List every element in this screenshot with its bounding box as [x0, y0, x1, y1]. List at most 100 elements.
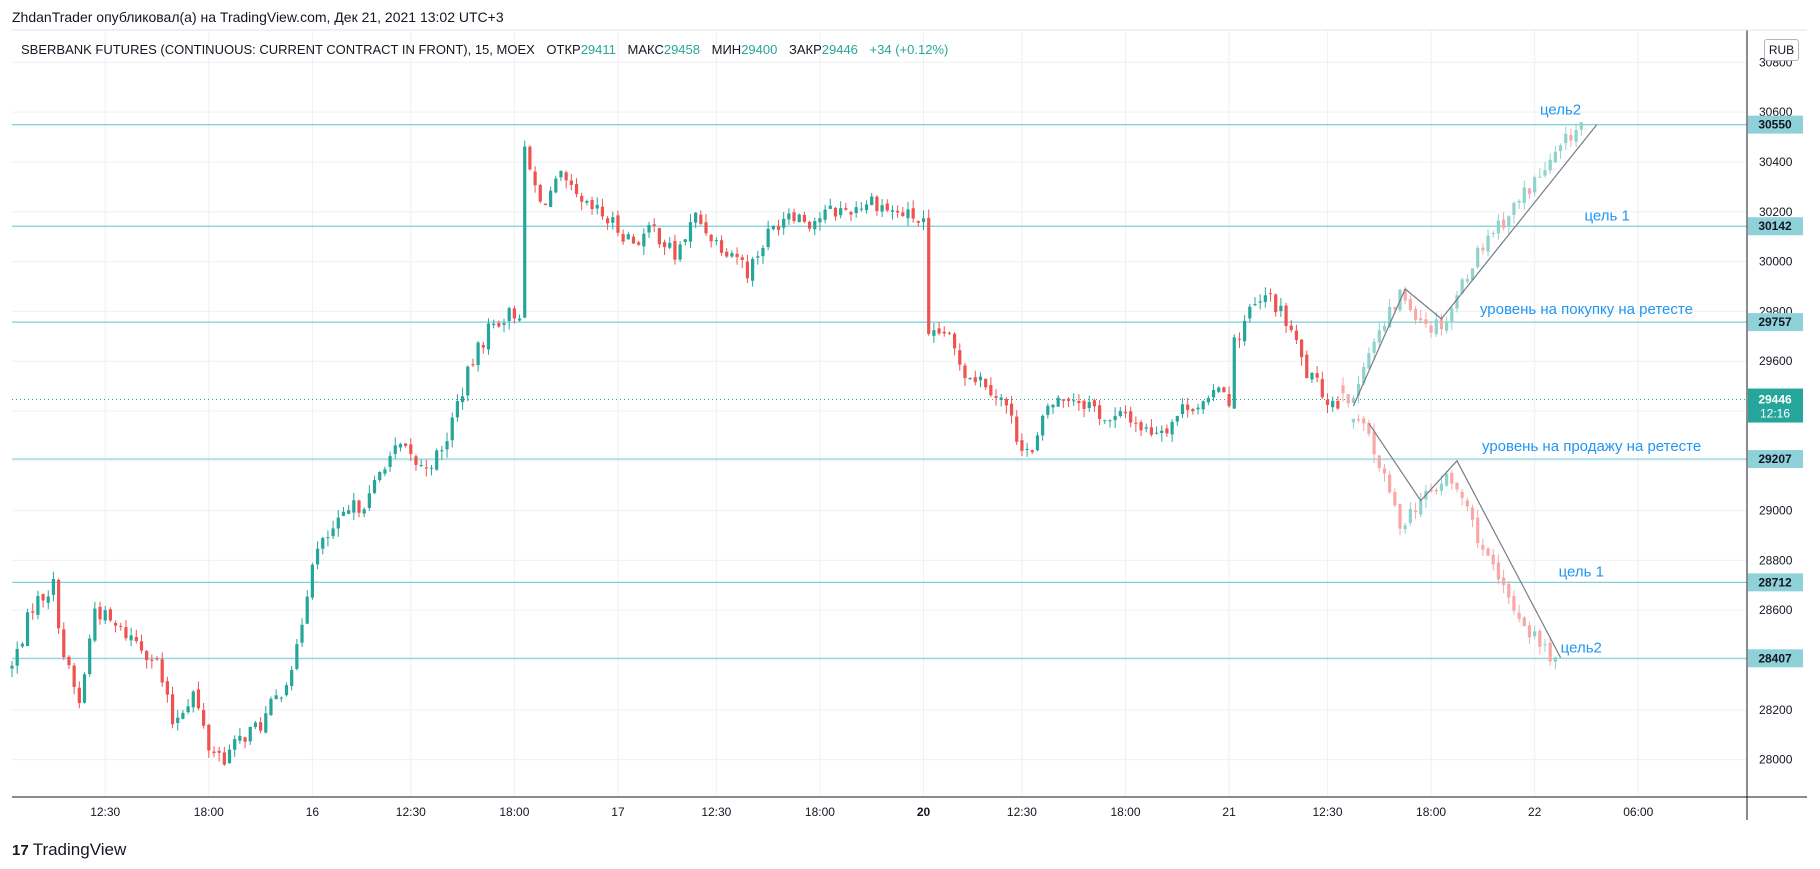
candle-body	[1548, 642, 1552, 662]
annotations[interactable]: цель2 цель 1 уровень на покупку на ретесте…	[1480, 102, 1701, 657]
candle	[1046, 403, 1050, 419]
candle	[989, 377, 993, 398]
candle	[792, 208, 796, 224]
candle-body	[1139, 422, 1143, 431]
candle-body	[367, 493, 371, 508]
candle-body	[466, 366, 470, 396]
candle	[823, 204, 827, 224]
candle-body	[139, 641, 144, 651]
candle-body	[1533, 631, 1537, 637]
candle	[1294, 324, 1299, 345]
candle	[1175, 415, 1179, 426]
candle-body	[243, 737, 247, 742]
annotation-text[interactable]: уровень на покупку на ретесте	[1480, 301, 1693, 318]
candle-body	[108, 609, 113, 621]
candle-body	[476, 342, 480, 366]
candle-body	[450, 417, 454, 441]
candle-body	[1211, 389, 1216, 398]
candle	[1548, 153, 1552, 174]
candle	[844, 202, 848, 211]
candle-body	[331, 528, 335, 537]
candle	[870, 192, 874, 206]
level-price-tag	[1748, 649, 1803, 668]
candle	[1367, 347, 1371, 370]
candle-body	[958, 350, 962, 365]
candle	[1455, 482, 1459, 493]
annotation-text[interactable]: уровень на продажу на ретесте	[1482, 438, 1701, 455]
candle-body	[952, 333, 957, 349]
candle-body	[207, 724, 211, 751]
candle-body	[1507, 583, 1511, 598]
candle	[1310, 372, 1314, 383]
candle	[585, 199, 589, 206]
scenario-lines[interactable]	[1352, 124, 1598, 658]
candle	[186, 699, 190, 715]
candle	[1434, 487, 1438, 495]
candle	[921, 210, 926, 231]
candle	[1041, 414, 1045, 441]
candle	[435, 448, 439, 471]
candle	[466, 365, 470, 402]
candle-body	[533, 171, 537, 186]
candle	[295, 638, 299, 671]
candle	[82, 672, 87, 704]
candle	[973, 370, 977, 386]
candle-body	[559, 170, 563, 178]
candle-body	[435, 450, 439, 470]
candle-body	[1046, 405, 1050, 415]
candle	[1253, 297, 1257, 307]
candle-body	[46, 596, 50, 603]
candle-body	[1543, 644, 1547, 646]
candle	[248, 726, 252, 745]
candle	[1579, 121, 1583, 136]
candle	[1248, 303, 1252, 323]
candle-body	[279, 697, 283, 699]
candle	[476, 341, 480, 372]
candle-body	[419, 464, 423, 466]
candle-body	[554, 178, 558, 193]
candle	[46, 590, 50, 610]
annotation-text[interactable]: цель 1	[1559, 564, 1604, 581]
candle-body	[1388, 474, 1392, 493]
candle-body	[1227, 393, 1231, 407]
annotation-text[interactable]: цель 1	[1584, 208, 1629, 225]
candle-body	[1486, 548, 1490, 556]
candle	[1496, 214, 1501, 240]
candle-body	[486, 323, 491, 350]
candle-body	[1486, 235, 1490, 252]
currency-button[interactable]: RUB	[1764, 39, 1799, 61]
horizontal-levels[interactable]	[12, 124, 1747, 659]
candle	[1569, 128, 1573, 147]
tradingview-footer[interactable]: 17 TradingView	[12, 840, 126, 860]
candle	[440, 445, 444, 460]
candle-body	[1377, 455, 1381, 468]
candle-body	[1439, 318, 1444, 330]
candle-body	[481, 344, 485, 348]
candle	[1377, 322, 1381, 349]
annotation-text[interactable]: цель2	[1561, 640, 1602, 657]
candle-body	[1072, 400, 1076, 402]
x-tick-label: 18:00	[499, 805, 529, 819]
scenario-path[interactable]	[1352, 124, 1598, 407]
candle	[191, 689, 195, 713]
scenario-path[interactable]	[1368, 423, 1562, 658]
candle-body	[1035, 435, 1040, 451]
candle-body	[1579, 122, 1583, 130]
candle	[1351, 418, 1355, 429]
candle-body	[134, 636, 138, 642]
candle-body	[1165, 428, 1169, 434]
candle	[1015, 410, 1019, 446]
candle	[124, 619, 128, 641]
open-value: 29411	[580, 42, 616, 57]
candle	[160, 652, 164, 687]
candle	[580, 192, 584, 211]
candle-body	[694, 212, 698, 223]
candle	[77, 681, 81, 709]
candle-body	[968, 377, 972, 380]
x-tick-label: 18:00	[194, 805, 224, 819]
candle-body	[1507, 216, 1511, 226]
candle-body	[424, 467, 428, 469]
candle	[279, 696, 283, 703]
annotation-text[interactable]: цель2	[1540, 102, 1581, 119]
